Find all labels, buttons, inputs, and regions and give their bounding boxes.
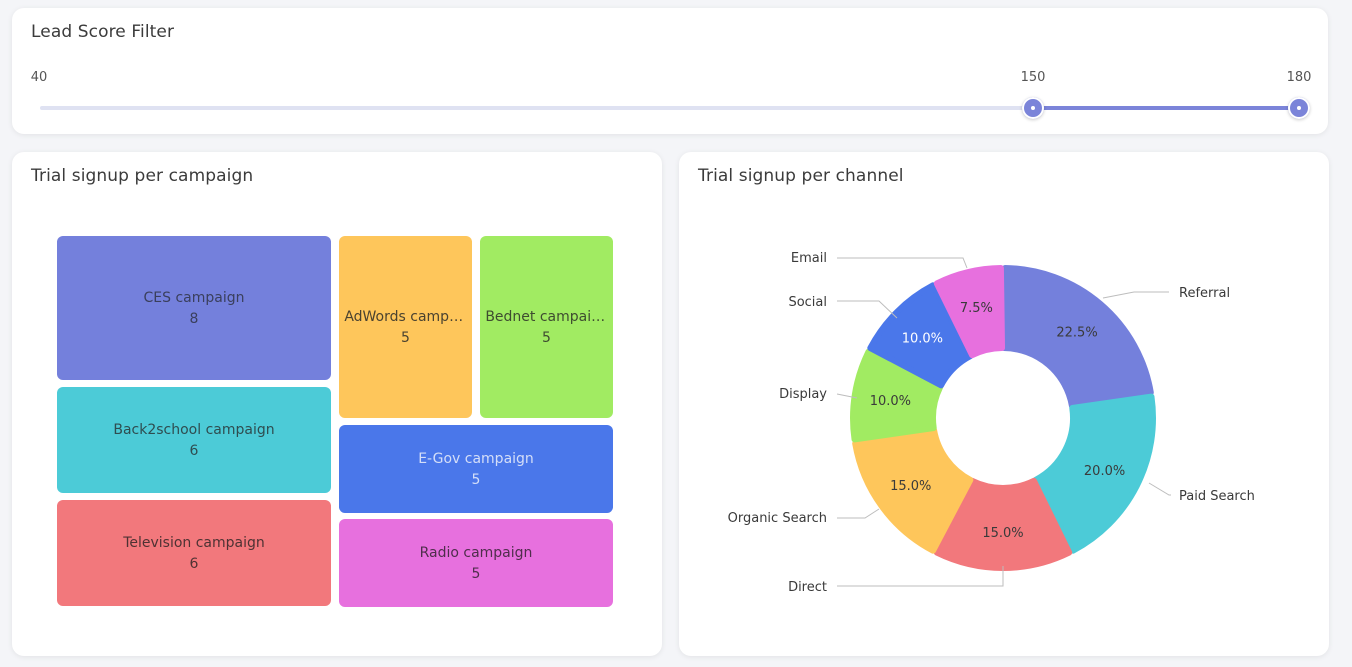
campaign-card: Trial signup per campaign CES campaign 8 A… (12, 152, 662, 656)
channel-donut-chart: 22.5% Referral 20.0% Paid Search 15.0% Direct… (728, 251, 1255, 595)
slice-percent-label: 15.0% (982, 526, 1023, 541)
slice-percent-label: 22.5% (1056, 325, 1097, 340)
tile-value: 6 (189, 442, 199, 459)
tile-adwords-campaign[interactable]: AdWords campaign 5 (339, 236, 472, 418)
channel-name-label: Paid Search (1179, 489, 1255, 504)
tile-television-campaign[interactable]: Television campaign 6 (57, 500, 331, 606)
channel-name-label: Email (791, 251, 827, 266)
slice-display[interactable] (850, 348, 944, 443)
leader-line (837, 300, 898, 319)
slice-direct[interactable] (933, 477, 1073, 571)
slice-percent-label: 15.0% (890, 479, 931, 494)
leader-line (837, 257, 968, 269)
tile-radio-campaign[interactable]: Radio campaign 5 (339, 519, 613, 607)
tile-egov-campaign[interactable]: E-Gov campaign 5 (339, 425, 613, 513)
slice-paid-search[interactable] (1032, 393, 1156, 554)
channel-card: Trial signup per channel 22.5% Referral 20… (679, 152, 1329, 656)
tile-value: 6 (189, 555, 199, 572)
slice-referral[interactable] (1000, 265, 1154, 410)
tile-back2school-campaign[interactable]: Back2school campaign 6 (57, 387, 331, 493)
channel-name-label: Direct (788, 580, 827, 595)
leader-line (1102, 291, 1169, 299)
channel-name-label: Social (788, 295, 827, 310)
slice-organic-search[interactable] (852, 426, 974, 554)
slice-social[interactable] (867, 282, 974, 389)
channel-name-label: Referral (1179, 286, 1230, 301)
tile-label: Radio campaign (419, 544, 533, 561)
lead-score-filter-title: Lead Score Filter (31, 22, 175, 42)
tile-value: 5 (471, 565, 481, 582)
slider-low-label: 150 (1020, 70, 1046, 85)
tile-value: 5 (542, 329, 551, 346)
tile-value: 8 (189, 310, 199, 327)
tile-value: 5 (401, 329, 410, 346)
leader-line (837, 566, 1004, 587)
slider-high-handle[interactable] (1288, 97, 1310, 119)
slider-selected-range (1033, 106, 1300, 110)
tile-value: 5 (471, 471, 481, 488)
slider-min-label: 40 (30, 70, 48, 85)
slider-track[interactable] (40, 106, 1300, 110)
slice-percent-label: 10.0% (870, 394, 911, 409)
leader-line (836, 393, 858, 399)
channel-title: Trial signup per channel (698, 166, 904, 186)
slider-max-label: 180 (1286, 70, 1312, 85)
campaign-title: Trial signup per campaign (31, 166, 254, 186)
tile-label: Television campaign (123, 534, 265, 551)
slice-email[interactable] (933, 265, 1006, 359)
leader-line (837, 508, 880, 519)
tile-label: Back2school campaign (113, 421, 275, 438)
slice-percent-label: 10.0% (902, 331, 943, 346)
tile-bednet-campaign[interactable]: Bednet campaign 5 (480, 236, 613, 418)
tile-label: Bednet campaign (485, 308, 608, 325)
slice-percent-label: 20.0% (1084, 464, 1125, 479)
tile-ces-campaign[interactable]: CES campaign 8 (57, 236, 331, 380)
tile-label: CES campaign (143, 289, 245, 306)
leader-line (1148, 482, 1171, 496)
tile-label: E-Gov campaign (418, 450, 534, 467)
channel-name-label: Organic Search (728, 511, 827, 526)
slice-percent-label: 7.5% (960, 301, 993, 316)
lead-score-filter-card: Lead Score Filter 40 150 180 (12, 8, 1328, 134)
slider-low-handle[interactable] (1022, 97, 1044, 119)
tile-label: AdWords campaign (344, 308, 467, 325)
channel-name-label: Display (779, 387, 827, 402)
